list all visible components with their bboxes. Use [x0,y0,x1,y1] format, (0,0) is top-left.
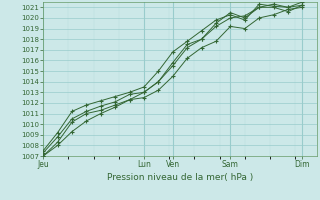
X-axis label: Pression niveau de la mer( hPa ): Pression niveau de la mer( hPa ) [107,173,253,182]
